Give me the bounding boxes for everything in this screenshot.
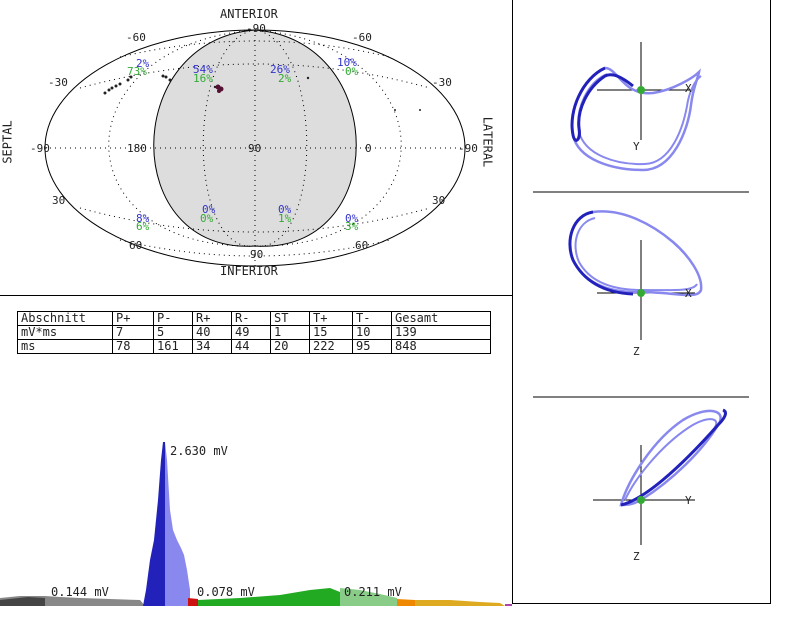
label-lateral: LATERAL xyxy=(480,116,495,168)
table-cell: 20 xyxy=(270,339,310,354)
table-header-cell: R- xyxy=(231,311,271,326)
lat-label: -90 xyxy=(246,22,266,35)
pct-green: 3% xyxy=(345,220,359,233)
bottom-border xyxy=(512,603,771,604)
lat-label: 0 xyxy=(365,142,372,155)
table-cell: 139 xyxy=(391,325,491,340)
pct-blue: 0% xyxy=(202,203,216,216)
lat-label: 60 xyxy=(355,239,369,252)
divider-vertical xyxy=(512,0,513,604)
table-header-cell: P- xyxy=(153,311,193,326)
table-cell: mV*ms xyxy=(17,325,113,340)
pct-blue: 26% xyxy=(270,63,290,76)
table-cell: 222 xyxy=(309,339,353,354)
table-header-cell: T+ xyxy=(309,311,353,326)
table-cell: 78 xyxy=(112,339,154,354)
pct-blue: 54% xyxy=(193,63,213,76)
lat-label: 180 xyxy=(127,142,147,155)
lat-label: 90 xyxy=(248,142,262,155)
lat-label: -60 xyxy=(352,31,372,44)
table-cell: 10 xyxy=(352,325,392,340)
table-cell: 848 xyxy=(391,339,491,354)
table-cell: 161 xyxy=(153,339,193,354)
lat-label: 60 xyxy=(129,239,143,252)
lat-label: 30 xyxy=(52,194,66,207)
lat-label: -30 xyxy=(48,76,68,89)
lat-label: -60 xyxy=(126,31,146,44)
lat-label: -30 xyxy=(432,76,452,89)
table-row: ms 78 161 34 44 20 222 95 848 xyxy=(17,339,491,354)
pct-blue: 10% xyxy=(337,56,357,69)
table-cell: 95 xyxy=(352,339,392,354)
right-border xyxy=(770,0,771,604)
pct-green: 1% xyxy=(278,212,292,225)
pct-green: 6% xyxy=(136,220,150,233)
table-header-cell: Abschnitt xyxy=(17,311,113,326)
pct-blue: 0% xyxy=(278,203,292,216)
loop2-x-label: X xyxy=(685,287,692,300)
sphere-projection xyxy=(44,29,466,267)
label-inferior: INFERIOR xyxy=(220,264,278,278)
table-cell: ms xyxy=(17,339,113,354)
vector-loop-panels xyxy=(533,42,749,545)
table-cell: 1 xyxy=(270,325,310,340)
table-cell: 49 xyxy=(231,325,271,340)
loop3-x-label: Y xyxy=(685,494,692,507)
peak-amplitude: 2.630 mV xyxy=(170,444,228,458)
pct-green: 0% xyxy=(345,65,359,78)
label-anterior: ANTERIOR xyxy=(220,7,278,21)
divider-horizontal xyxy=(0,295,512,296)
table-cell: 5 xyxy=(153,325,193,340)
table-cell: 44 xyxy=(231,339,271,354)
lat-label: -90 xyxy=(30,142,50,155)
table-header-cell: Gesamt xyxy=(391,311,491,326)
pct-green: 0% xyxy=(200,212,214,225)
loop2-y-label: Z xyxy=(633,345,640,358)
table-row: mV*ms 7 5 40 49 1 15 10 139 xyxy=(17,325,491,340)
table-cell: 15 xyxy=(309,325,353,340)
amplitude-profile xyxy=(0,442,512,606)
pct-blue: 0% xyxy=(345,212,359,225)
lat-label: 30 xyxy=(432,194,446,207)
p-amplitude: 0.144 mV xyxy=(51,585,109,599)
pct-green: 2% xyxy=(278,72,292,85)
table-header-row: Abschnitt P+ P- R+ R- ST T+ T- Gesamt xyxy=(17,311,491,326)
pct-green: 16% xyxy=(193,72,213,85)
lat-label: -90 xyxy=(458,142,478,155)
pct-green: 73% xyxy=(127,65,147,78)
loop1-y-label: Y xyxy=(633,140,640,153)
pct-blue: 8% xyxy=(136,212,150,225)
lat-label: 90 xyxy=(250,248,264,261)
pct-blue: 2% xyxy=(136,57,150,70)
measurement-table: Abschnitt P+ P- R+ R- ST T+ T- Gesamt mV… xyxy=(17,311,491,354)
table-cell: 7 xyxy=(112,325,154,340)
table-header-cell: T- xyxy=(352,311,392,326)
st-amplitude: 0.078 mV xyxy=(197,585,255,599)
table-cell: 40 xyxy=(192,325,232,340)
table-cell: 34 xyxy=(192,339,232,354)
loop1-x-label: X xyxy=(685,82,692,95)
table-header-cell: ST xyxy=(270,311,310,326)
loop3-y-label: Z xyxy=(633,550,640,563)
table-header-cell: P+ xyxy=(112,311,154,326)
table-header-cell: R+ xyxy=(192,311,232,326)
label-septal: SEPTAL xyxy=(0,120,15,164)
t-amplitude: 0.211 mV xyxy=(344,585,402,599)
